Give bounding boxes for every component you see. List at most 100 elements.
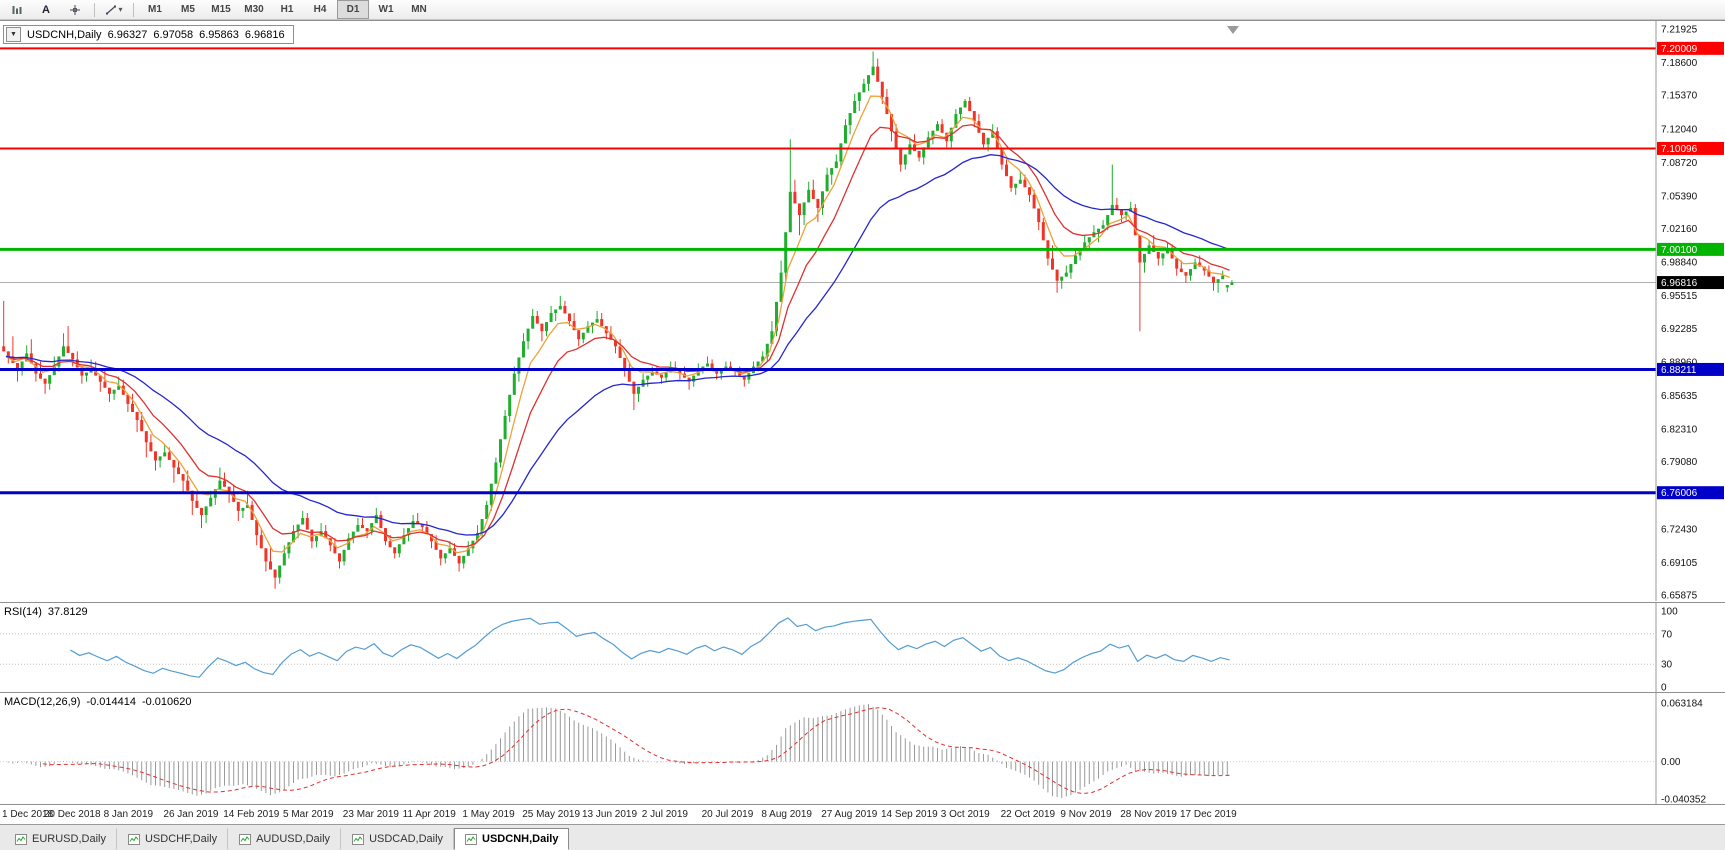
timeframe-button-m30[interactable]: M30 <box>244 4 264 15</box>
price-tick-label: 6.82310 <box>1661 425 1698 436</box>
chart-info-box: ▼ USDCNH,Daily 6.96327 6.97058 6.95863 6… <box>3 25 294 44</box>
macd-name: MACD(12,26,9) <box>4 696 81 708</box>
timeframe-button-m15[interactable]: M15 <box>211 4 231 15</box>
price-tick-label: 6.98840 <box>1661 258 1698 269</box>
date-axis-label: 11 Apr 2019 <box>402 809 456 820</box>
time-axis[interactable]: 1 Dec 2018 20 Dec 2018 8 Jan 2019 26 Jan 20… <box>0 804 1725 824</box>
date-axis-label: 2 Jul 2019 <box>641 809 688 820</box>
rsi-label: RSI(14) 37.8129 <box>4 606 88 618</box>
price-line-label: 7.00100 <box>1661 245 1698 256</box>
tab-usdchf-daily[interactable]: USDCHF,Daily <box>117 828 229 850</box>
date-axis-label: 14 Sep 2019 <box>881 809 938 820</box>
rsi-tick-label: 100 <box>1661 607 1678 618</box>
price-line-label-box <box>1657 486 1724 500</box>
date-axis-label: 20 Jul 2019 <box>701 809 754 820</box>
price-tick-label: 6.69105 <box>1661 558 1698 569</box>
price-tick-label: 6.92285 <box>1661 324 1698 335</box>
tab-audusd-daily[interactable]: AUDUSD,Daily <box>228 828 342 850</box>
date-axis-label: 3 Oct 2019 <box>940 809 990 820</box>
date-axis-label: 23 Mar 2019 <box>342 809 399 820</box>
toolbar-separator <box>133 2 134 17</box>
tab-label: USDCHF,Daily <box>144 833 218 845</box>
rsi-tick-label: 70 <box>1661 629 1673 640</box>
tab-label: AUDUSD,Daily <box>256 833 331 845</box>
text-tool-icon: A <box>42 3 50 16</box>
chart-shift-marker-icon[interactable] <box>1227 26 1239 34</box>
moving-average-fast-ma-orange <box>5 95 1230 554</box>
chart-thumbnail-icon <box>127 833 140 845</box>
price-line-label: 6.88211 <box>1661 365 1697 376</box>
timeframe-button-m1[interactable]: M1 <box>148 4 162 15</box>
rsi-indicator-panel[interactable]: 100 70 30 0 RSI(14) 37.8129 <box>0 602 1725 692</box>
rsi-tick-label: 0 <box>1661 683 1667 693</box>
timeframe-button-w1[interactable]: W1 <box>378 4 394 15</box>
date-axis-label: 27 Aug 2019 <box>821 809 878 820</box>
moving-average-slow-ma-blue <box>5 154 1230 536</box>
price-tick-label: 7.15370 <box>1661 91 1698 102</box>
chart-collapse-icon[interactable]: ▼ <box>6 27 21 42</box>
date-axis-label: 20 Dec 2018 <box>43 809 101 820</box>
price-tick-label: 6.65875 <box>1661 591 1698 602</box>
timeframe-button-d1[interactable]: D1 <box>337 0 369 19</box>
price-line-label-box <box>1657 41 1724 55</box>
line-tools-button[interactable]: ▾ <box>100 0 128 19</box>
price-tick-label: 7.05390 <box>1661 191 1698 202</box>
price-axis[interactable]: 7.21925 7.18600 7.15370 7.12040 7.08720 7.053… <box>1655 21 1724 602</box>
ohlc-high: 6.97058 <box>153 28 194 41</box>
rsi-name: RSI(14) <box>4 606 42 618</box>
crosshair-tool-button[interactable] <box>61 0 89 19</box>
price-tick-label: 6.88960 <box>1661 357 1698 368</box>
main-price-chart[interactable]: 7.21925 7.18600 7.15370 7.12040 7.08720 7.053… <box>0 20 1725 602</box>
moving-average-medium-ma-red <box>5 124 1230 548</box>
bar-chart-icon <box>12 5 22 14</box>
chart-tab-bar: EURUSD,Daily USDCHF,Daily AUDUSD,Daily U… <box>0 824 1725 850</box>
price-tick-label: 7.02160 <box>1661 224 1698 235</box>
text-tool-button[interactable]: A <box>32 0 60 19</box>
tab-eurusd-daily[interactable]: EURUSD,Daily <box>4 828 117 850</box>
tab-usdcnh-daily[interactable]: USDCNH,Daily <box>454 828 570 850</box>
tab-label: USDCAD,Daily <box>369 833 444 845</box>
price-tick-label: 7.12040 <box>1661 124 1698 135</box>
ohlc-low: 6.95863 <box>199 28 239 41</box>
date-axis-label: 1 May 2019 <box>462 809 515 820</box>
price-line-label: 6.96816 <box>1661 278 1698 289</box>
price-line-label-box <box>1657 242 1724 256</box>
tab-label: EURUSD,Daily <box>32 833 106 845</box>
price-tick-label: 7.18600 <box>1661 58 1698 69</box>
date-axis-label: 17 Dec 2019 <box>1180 809 1237 820</box>
rsi-line <box>70 617 1230 678</box>
timeframe-button-mn[interactable]: MN <box>411 4 427 15</box>
timeframe-button-h4[interactable]: H4 <box>313 4 327 15</box>
price-tick-label: 6.79080 <box>1661 457 1698 468</box>
price-tick-label: 6.95515 <box>1661 291 1698 302</box>
rsi-tick-label: 30 <box>1661 660 1673 671</box>
date-axis-label: 14 Feb 2019 <box>223 809 280 820</box>
date-axis-label: 26 Jan 2019 <box>163 809 219 820</box>
price-line-label-box <box>1657 141 1724 155</box>
date-axis-label: 9 Nov 2019 <box>1060 809 1112 820</box>
charts-menu-button[interactable] <box>3 0 31 19</box>
date-axis-label: 28 Nov 2019 <box>1120 809 1177 820</box>
price-tick-label: 7.21925 <box>1661 25 1698 36</box>
macd-label: MACD(12,26,9) -0.014414 -0.010620 <box>4 696 192 708</box>
date-axis-label: 8 Jan 2019 <box>103 809 154 820</box>
date-axis-label: 1 Dec 2018 <box>2 809 54 820</box>
trendline-icon <box>106 5 117 14</box>
timeframe-button-m5[interactable]: M5 <box>181 4 195 15</box>
chart-thumbnail-icon <box>465 833 478 845</box>
tab-usdcad-daily[interactable]: USDCAD,Daily <box>341 828 455 850</box>
date-axis-label: 25 May 2019 <box>522 809 581 820</box>
macd-tick-label: -0.040352 <box>1661 795 1706 805</box>
price-line-label: 7.10096 <box>1661 144 1698 155</box>
date-axis-label: 5 Mar 2019 <box>283 809 334 820</box>
date-axis-label: 8 Aug 2019 <box>761 809 812 820</box>
chart-symbol-period: USDCNH,Daily <box>27 28 102 41</box>
macd-indicator-panel[interactable]: 0.063184 0.00 -0.040352 MACD(12,26,9) -0.0… <box>0 692 1725 804</box>
price-line-label: 7.20009 <box>1661 44 1698 55</box>
timeframe-button-h1[interactable]: H1 <box>280 4 294 15</box>
macd-main-value: -0.014414 <box>86 696 136 708</box>
toolbar-separator <box>94 2 95 17</box>
price-tick-label: 6.85635 <box>1661 391 1698 402</box>
toolbar: A ▾ M1 M5 M15 M30 H1 H4 D1 W1 MN <box>0 0 1725 20</box>
